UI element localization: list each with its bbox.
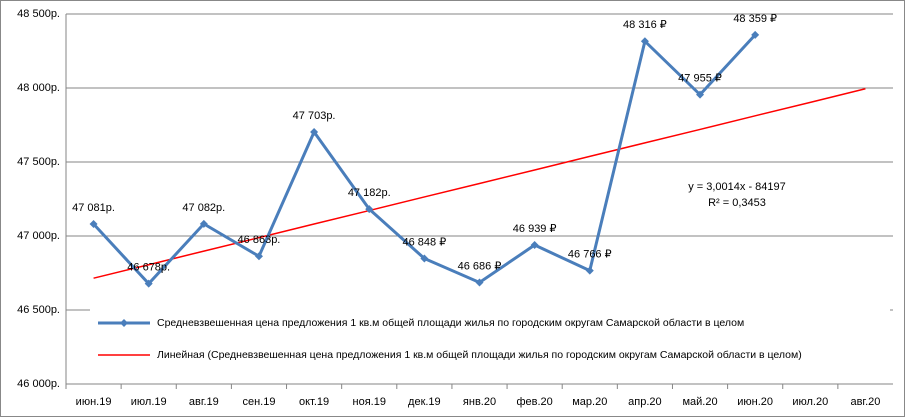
legend-label: Средневзвешенная цена предложения 1 кв.м… xyxy=(157,317,744,329)
y-tick-label: 48 000р. xyxy=(17,82,60,94)
x-tick-label: дек.19 xyxy=(408,396,441,408)
x-tick-label: фев.20 xyxy=(516,396,552,408)
point xyxy=(696,90,705,99)
legend-box xyxy=(90,306,890,370)
x-tick-label: июн.19 xyxy=(76,396,112,408)
point xyxy=(530,241,539,250)
y-tick-label: 46 500р. xyxy=(17,304,60,316)
x-tick-label: ноя.19 xyxy=(353,396,386,408)
data-label: 46 863р. xyxy=(238,234,281,246)
x-tick-label: окт.19 xyxy=(299,396,329,408)
trend-equation: y = 3,0014x - 84197 xyxy=(688,181,786,193)
data-label: 46 678р. xyxy=(127,262,170,274)
x-tick-label: сен.19 xyxy=(242,396,275,408)
x-tick-label: июл.20 xyxy=(792,396,828,408)
point xyxy=(475,278,484,287)
data-label: 46 939 ₽ xyxy=(513,223,557,235)
y-tick-label: 47 500р. xyxy=(17,156,60,168)
point xyxy=(365,205,374,214)
point xyxy=(420,254,429,263)
data-label: 46 686 ₽ xyxy=(458,260,502,272)
legend: Средневзвешенная цена предложения 1 кв.м… xyxy=(90,306,890,370)
data-label: 47 082р. xyxy=(182,202,225,214)
x-tick-label: май.20 xyxy=(682,396,717,408)
x-tick-label: апр.20 xyxy=(628,396,661,408)
data-label: 46 848 ₽ xyxy=(403,236,447,248)
legend-marker xyxy=(120,319,128,327)
point xyxy=(144,279,153,288)
y-tick-label: 46 000р. xyxy=(17,378,60,390)
trend-line xyxy=(93,88,866,279)
x-tick-label: июн.20 xyxy=(737,396,773,408)
point xyxy=(640,37,649,46)
data-label: 46 766 ₽ xyxy=(568,249,612,261)
y-tick-label: 47 000р. xyxy=(17,230,60,242)
legend-label: Линейная (Средневзвешенная цена предложе… xyxy=(157,349,802,361)
point xyxy=(751,30,760,39)
data-label: 47 182р. xyxy=(348,187,391,199)
data-label: 47 703р. xyxy=(293,110,336,122)
data-label: 48 316 ₽ xyxy=(623,19,667,31)
point xyxy=(199,219,208,228)
y-tick-label: 48 500р. xyxy=(17,8,60,20)
x-tick-label: июл.19 xyxy=(131,396,167,408)
data-label: 48 359 ₽ xyxy=(733,13,777,25)
x-tick-label: авг.20 xyxy=(850,396,880,408)
data-label: 47 081р. xyxy=(72,202,115,214)
trend-r2: R² = 0,3453 xyxy=(708,197,766,209)
x-tick-label: мар.20 xyxy=(572,396,607,408)
point xyxy=(310,127,319,136)
data-label: 47 955 ₽ xyxy=(678,73,722,85)
point xyxy=(89,220,98,229)
x-tick-label: янв.20 xyxy=(463,396,496,408)
point xyxy=(254,252,263,261)
x-tick-label: авг.19 xyxy=(189,396,219,408)
point xyxy=(585,266,594,275)
